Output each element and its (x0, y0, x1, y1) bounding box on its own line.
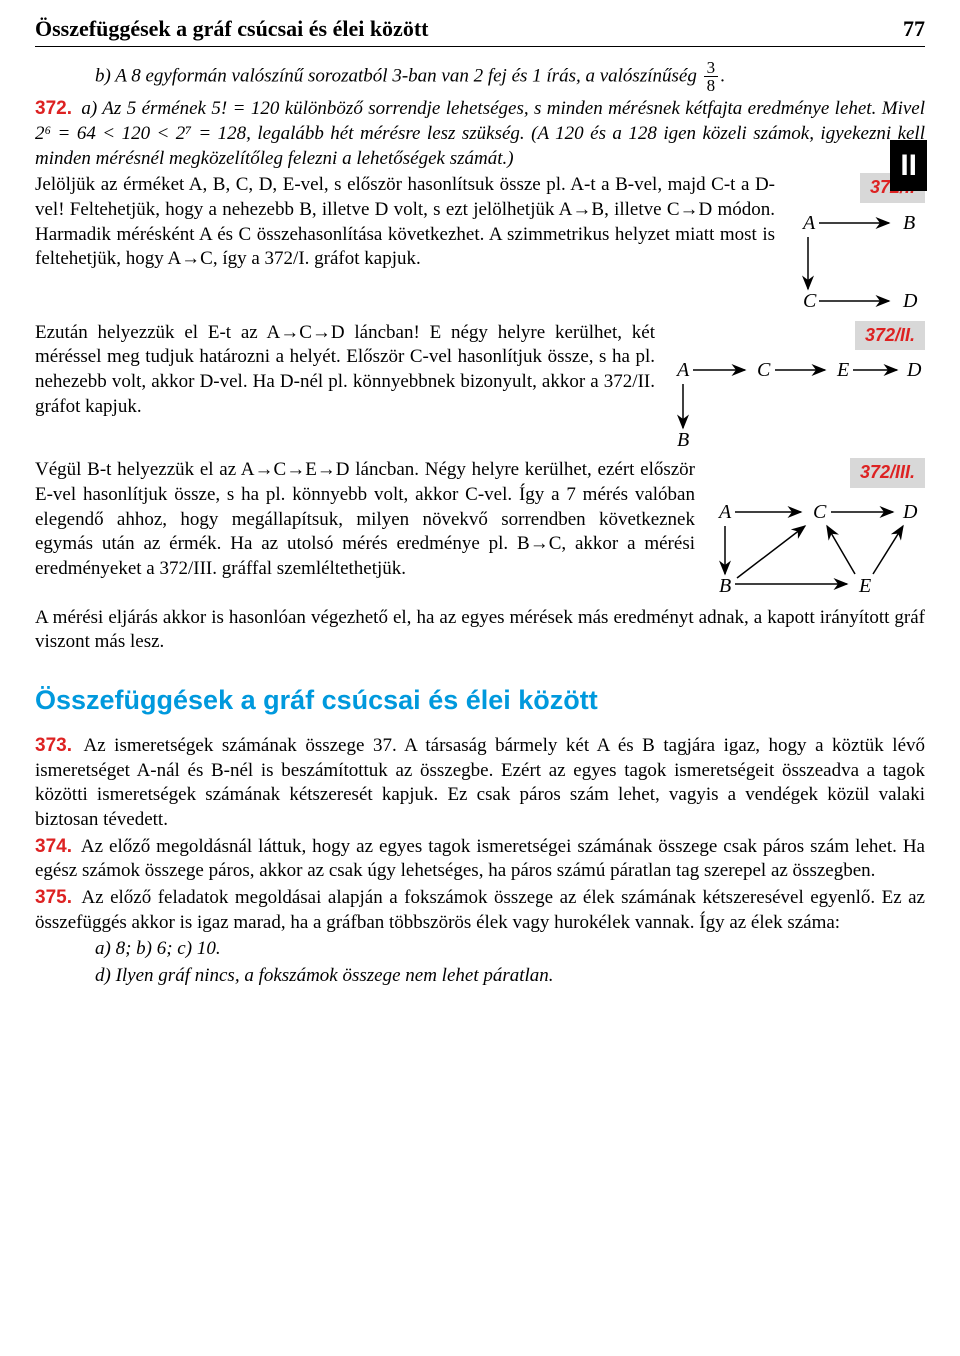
text: b) A 8 egyformán valószínű sorozatból 3-… (95, 65, 702, 86)
svg-text:D: D (902, 501, 918, 523)
problem-number: 374. (35, 836, 72, 857)
problem-number: 375. (35, 887, 72, 908)
problem-375-d: d) Ilyen gráf nincs, a fokszámok összege… (95, 964, 925, 989)
text: Az előző megoldásnál láttuk, hogy az egy… (35, 836, 925, 882)
graph-svg-2: A C E D B (665, 354, 925, 454)
page-header: Összefüggések a gráf csúcsai és élei köz… (35, 15, 925, 47)
text: . (720, 65, 725, 86)
svg-text:D: D (902, 290, 918, 312)
diagram-label: 372/III. (850, 458, 925, 487)
diagram-label: 372/II. (855, 321, 925, 350)
page-number: 77 (903, 15, 925, 44)
svg-text:E: E (858, 575, 871, 597)
problem-371b: b) A 8 egyformán valószínű sorozatból 3-… (95, 59, 925, 96)
svg-text:B: B (903, 212, 915, 234)
problem-number: 373. (35, 735, 72, 756)
problem-375: 375. Az előző feladatok megoldásai alapj… (35, 886, 925, 935)
problem-375-abc: a) 8; b) 6; c) 10. (95, 937, 925, 962)
svg-text:B: B (677, 429, 689, 451)
problem-number: 372. (35, 98, 72, 119)
chapter-marker: II (890, 140, 927, 191)
svg-text:C: C (803, 290, 817, 312)
problem-373: 373. Az ismeretségek számának összege 37… (35, 734, 925, 833)
svg-text:E: E (836, 359, 849, 381)
fraction: 38 (704, 59, 719, 96)
svg-text:D: D (906, 359, 922, 381)
svg-text:A: A (717, 501, 732, 523)
svg-text:C: C (813, 501, 827, 523)
diagram-372-2: 372/II. A C E D B (665, 321, 925, 454)
section-title: Összefüggések a gráf csúcsai és élei köz… (35, 683, 925, 718)
graph-svg-1: A B C D (785, 207, 925, 317)
graph-svg-3: A C D B E (705, 492, 925, 602)
svg-text:C: C (757, 359, 771, 381)
problem-374: 374. Az előző megoldásnál láttuk, hogy a… (35, 835, 925, 884)
svg-text:B: B (719, 575, 731, 597)
svg-text:A: A (675, 359, 690, 381)
header-title: Összefüggések a gráf csúcsai és élei köz… (35, 15, 428, 44)
text: a) Az 5 érmének 5! = 120 különböző sorre… (35, 98, 925, 168)
diagram-372-3: 372/III. A C D B E (705, 458, 925, 601)
text: Az ismeretségek számának összege 37. A t… (35, 735, 925, 830)
svg-text:A: A (801, 212, 816, 234)
paragraph-4: A mérési eljárás akkor is hasonlóan vége… (35, 606, 925, 655)
problem-372: 372. a) Az 5 érmének 5! = 120 különböző … (35, 97, 925, 171)
diagram-372-1: 372/I. A B C D (785, 173, 925, 316)
text: Az előző feladatok megoldásai alapján a … (35, 887, 925, 933)
